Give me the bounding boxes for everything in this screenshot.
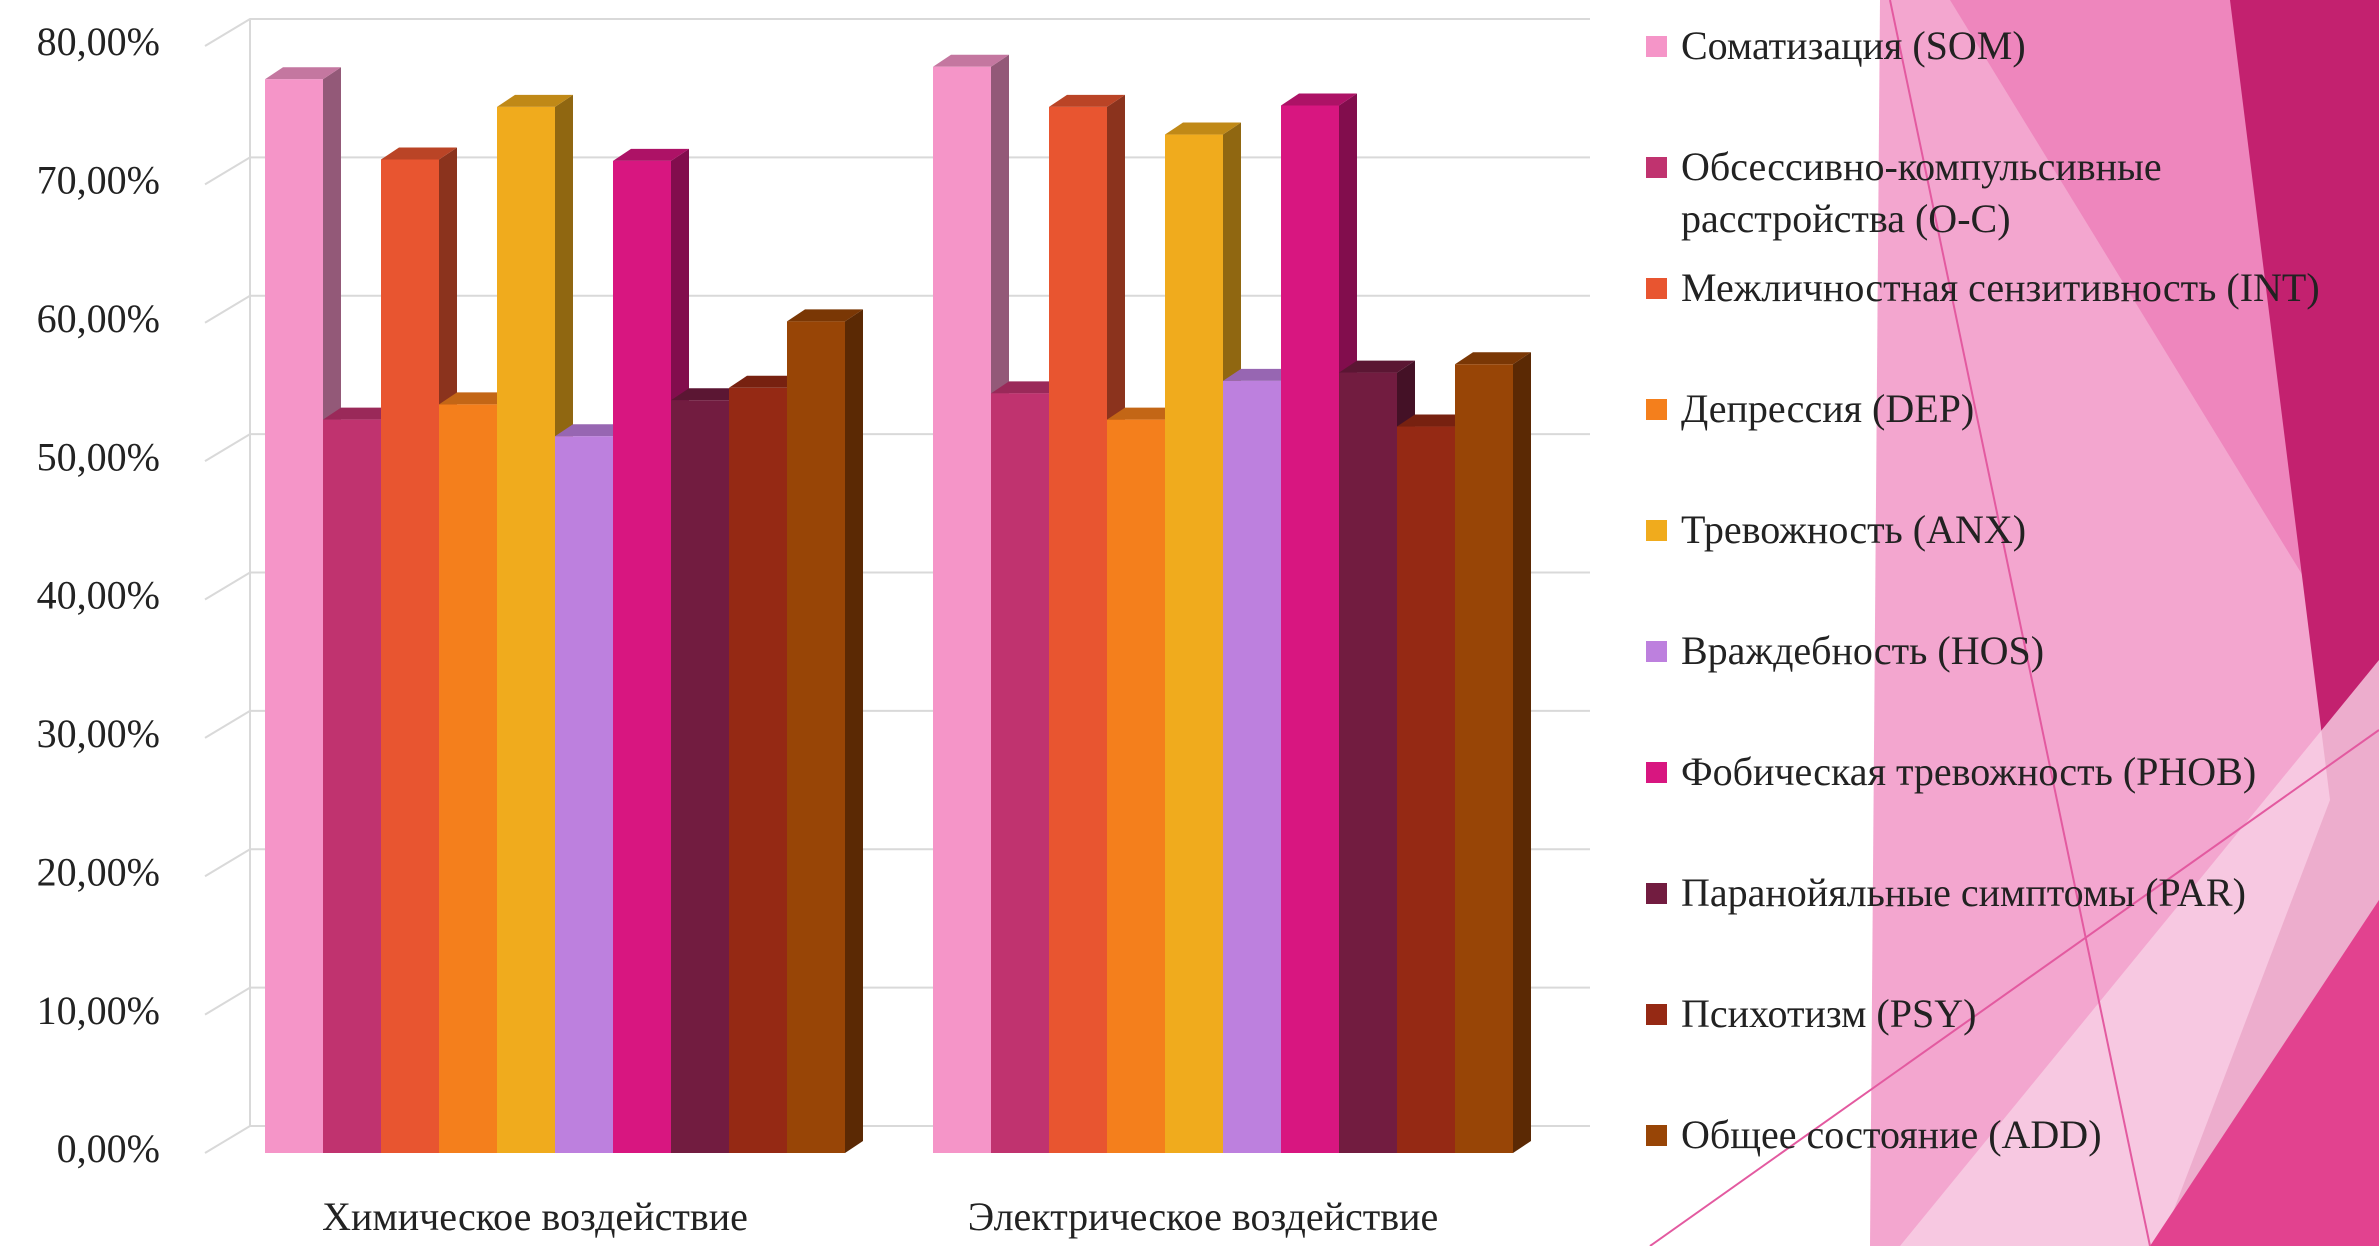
decoration bbox=[1649, 0, 2379, 1246]
legend-item: Межличностная сензитивность (INT) bbox=[1646, 262, 2366, 314]
legend-swatch bbox=[1646, 399, 1667, 420]
legend-item: Обсессивно-компульсивные расстройства (O… bbox=[1646, 141, 2366, 245]
bar-top bbox=[671, 388, 747, 401]
legend-swatch bbox=[1646, 157, 1667, 178]
legend-swatch bbox=[1646, 520, 1667, 541]
bar-top bbox=[613, 148, 689, 161]
bar bbox=[1223, 380, 1281, 1153]
legend-swatch bbox=[1646, 641, 1667, 662]
x-tick-label: Химическое воздействие bbox=[322, 1194, 748, 1239]
x-tick-label: Электрическое воздействие bbox=[968, 1194, 1439, 1239]
bar bbox=[1455, 364, 1513, 1153]
bar-top bbox=[1223, 368, 1299, 381]
bar-top bbox=[323, 407, 399, 420]
y-tick-label: 50,00% bbox=[37, 434, 160, 479]
grid-line bbox=[204, 18, 1590, 47]
bar bbox=[1397, 426, 1455, 1153]
legend-label: Фобическая тревожность (PHOB) bbox=[1681, 749, 2257, 794]
bar bbox=[1049, 106, 1107, 1153]
bg-line bbox=[1889, 0, 2151, 1246]
legend-label: Враждебность (HOS) bbox=[1681, 628, 2045, 673]
legend-label: Депрессия (DEP) bbox=[1681, 386, 1975, 431]
bar-top bbox=[1165, 122, 1241, 135]
bar-top bbox=[933, 54, 1009, 67]
legend-item: Фобическая тревожность (PHOB) bbox=[1646, 746, 2366, 798]
bar-side bbox=[845, 309, 863, 1154]
bar-top bbox=[991, 381, 1067, 394]
bg-line bbox=[1649, 729, 2379, 1246]
legend-item: Психотизм (PSY) bbox=[1646, 988, 2366, 1040]
bar-side bbox=[1513, 352, 1531, 1153]
bar bbox=[933, 66, 991, 1154]
bar bbox=[439, 404, 497, 1153]
legend-swatch bbox=[1646, 1125, 1667, 1146]
legend-swatch bbox=[1646, 278, 1667, 299]
bar bbox=[991, 393, 1049, 1153]
bar bbox=[323, 419, 381, 1153]
legend-item: Соматизация (SOM) bbox=[1646, 20, 2366, 72]
legend-item: Депрессия (DEP) bbox=[1646, 383, 2366, 435]
legend-swatch bbox=[1646, 762, 1667, 783]
bar bbox=[265, 79, 323, 1154]
legend-item: Враждебность (HOS) bbox=[1646, 625, 2366, 677]
legend-item: Тревожность (ANX) bbox=[1646, 504, 2366, 556]
legend-label: Психотизм (PSY) bbox=[1681, 991, 1977, 1036]
y-tick-label: 30,00% bbox=[37, 711, 160, 756]
bar-top bbox=[1107, 407, 1183, 420]
bar-top bbox=[787, 309, 863, 322]
bar-top bbox=[497, 94, 573, 107]
bar bbox=[671, 400, 729, 1153]
legend-label: Обсессивно-компульсивные расстройства (O… bbox=[1681, 144, 2162, 241]
bar-top bbox=[1049, 94, 1125, 107]
bar bbox=[729, 387, 787, 1153]
y-tick-label: 60,00% bbox=[37, 296, 160, 341]
legend-label: Тревожность (ANX) bbox=[1681, 507, 2027, 552]
y-tick-label: 70,00% bbox=[37, 158, 160, 203]
legend-item: Паранойяльные симптомы (PAR) bbox=[1646, 867, 2366, 919]
legend-swatch bbox=[1646, 36, 1667, 57]
legend-swatch bbox=[1646, 1004, 1667, 1025]
bar bbox=[1107, 419, 1165, 1153]
bar bbox=[787, 321, 845, 1154]
bar bbox=[1281, 105, 1339, 1154]
bar bbox=[381, 159, 439, 1153]
bg-shape bbox=[2150, 900, 2379, 1246]
y-tick-label: 0,00% bbox=[57, 1126, 160, 1171]
legend-label: Межличностная сензитивность (INT) bbox=[1681, 265, 2320, 310]
legend-label: Общее состояние (ADD) bbox=[1681, 1112, 2102, 1157]
bar-top bbox=[729, 375, 805, 388]
bar bbox=[1165, 134, 1223, 1153]
legend-label: Соматизация (SOM) bbox=[1681, 23, 2026, 68]
legend-item: Общее состояние (ADD) bbox=[1646, 1109, 2366, 1161]
bar-top bbox=[555, 424, 631, 437]
bar bbox=[555, 436, 613, 1153]
bar-top bbox=[439, 392, 515, 405]
legend-swatch bbox=[1646, 883, 1667, 904]
y-tick-label: 40,00% bbox=[37, 573, 160, 618]
legend-label: Паранойяльные симптомы (PAR) bbox=[1681, 870, 2246, 915]
y-tick-label: 10,00% bbox=[37, 988, 160, 1033]
bar bbox=[497, 106, 555, 1153]
bar-top bbox=[1281, 93, 1357, 106]
bar-top bbox=[381, 147, 457, 160]
bar bbox=[1339, 372, 1397, 1153]
bar bbox=[613, 160, 671, 1153]
bar-top bbox=[1339, 360, 1415, 373]
bar-top bbox=[1455, 352, 1531, 365]
y-tick-label: 20,00% bbox=[37, 849, 160, 894]
bar-top bbox=[265, 67, 341, 80]
y-tick-label: 80,00% bbox=[37, 19, 160, 64]
bar-top bbox=[1397, 414, 1473, 427]
